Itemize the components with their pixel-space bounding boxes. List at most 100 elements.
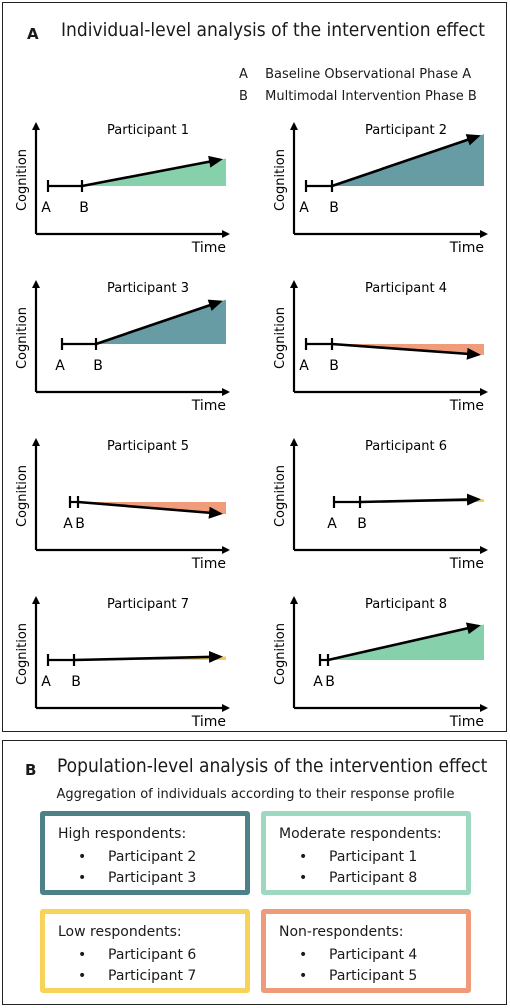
x-axis-label: Time: [449, 240, 484, 256]
group-member-label: Participant 5: [329, 968, 418, 984]
phase-b-label: B: [71, 674, 81, 690]
participant-chart: Cognition Time Participant 8 A B: [273, 596, 488, 730]
trend-arrow: [327, 622, 481, 662]
x-axis-label: Time: [449, 714, 484, 730]
group-title: Low respondents:: [58, 924, 182, 940]
x-axis-label: Time: [449, 556, 484, 572]
legend-label-b: Multimodal Intervention Phase B: [265, 89, 477, 104]
y-axis-label: Cognition: [273, 149, 288, 211]
trend-arrow: [81, 155, 223, 188]
group-member-label: Participant 1: [329, 849, 418, 865]
trend-arrow: [95, 299, 223, 346]
panel-b: B Population-level analysis of the inter…: [2, 740, 507, 1005]
participant-chart: Cognition Time Participant 5 A B: [15, 438, 230, 572]
phase-a-label: A: [55, 358, 65, 374]
participant-chart: Cognition Time Participant 6 A B: [273, 438, 488, 572]
participant-title: Participant 1: [107, 123, 189, 138]
group-member: • Participant 5: [299, 968, 417, 984]
y-axis-label: Cognition: [273, 307, 288, 369]
group-title: High respondents:: [58, 826, 187, 842]
phase-a-label: A: [41, 674, 51, 690]
y-axis-label: Cognition: [15, 623, 30, 685]
legend-row-b: B Multimodal Intervention Phase B: [239, 89, 477, 104]
participant-title: Participant 4: [365, 281, 447, 296]
bullet-icon: •: [299, 947, 308, 963]
legend-label-a: Baseline Observational Phase A: [265, 67, 472, 82]
bullet-icon: •: [78, 849, 87, 865]
bullet-icon: •: [78, 870, 87, 886]
trend-arrow: [331, 342, 481, 360]
phase-b-label: B: [329, 358, 339, 374]
y-axis-label: Cognition: [15, 149, 30, 211]
group-box-high-respondents: High respondents: • Participant 2 • Partic…: [40, 811, 250, 895]
panel-a: A Individual-level analysis of the inter…: [2, 2, 507, 732]
participant-title: Participant 7: [107, 597, 189, 612]
group-member-label: Participant 6: [108, 947, 197, 963]
panel-b-subtitle: Aggregation of individuals according to …: [56, 787, 455, 802]
phase-b-label: B: [325, 674, 335, 690]
trend-arrow: [331, 134, 481, 188]
group-member-label: Participant 2: [108, 849, 197, 865]
panel-b-title: Population-level analysis of the interve…: [57, 755, 488, 777]
group-member: • Participant 4: [299, 947, 417, 963]
group-title: Moderate respondents:: [279, 826, 442, 842]
participant-chart: Cognition Time Participant 4 A B: [273, 280, 488, 414]
legend-key-a: A: [239, 67, 248, 82]
panel-a-title: Individual-level analysis of the interve…: [61, 19, 485, 41]
participant-title: Participant 3: [107, 281, 189, 296]
y-axis-label: Cognition: [15, 465, 30, 527]
trend-arrow: [359, 493, 481, 506]
x-axis-label: Time: [191, 714, 226, 730]
bullet-icon: •: [299, 849, 308, 865]
phase-a-label: A: [313, 674, 323, 690]
group-box-non-respondents: Non-respondents: • Participant 4 • Partici…: [261, 909, 471, 993]
panel-a-letter: A: [27, 25, 39, 43]
group-box-moderate-respondents: Moderate respondents: • Participant 1 • Pa…: [261, 811, 471, 895]
legend-key-b: B: [239, 89, 248, 104]
group-member-label: Participant 4: [329, 947, 418, 963]
phase-a-label: A: [327, 516, 337, 532]
x-axis-label: Time: [191, 240, 226, 256]
trend-arrow: [77, 500, 223, 519]
group-member: • Participant 8: [299, 870, 417, 886]
bullet-icon: •: [78, 947, 87, 963]
participant-chart: Cognition Time Participant 1 A B: [15, 122, 230, 256]
participant-chart: Cognition Time Participant 3 A B: [15, 280, 230, 414]
phase-b-label: B: [357, 516, 367, 532]
participant-title: Participant 6: [365, 439, 447, 454]
group-member-label: Participant 3: [108, 870, 197, 886]
group-member-label: Participant 7: [108, 968, 197, 984]
phase-b-label: B: [329, 200, 339, 216]
legend-row-a: A Baseline Observational Phase A: [239, 67, 471, 82]
panel-b-letter: B: [25, 761, 37, 779]
phase-a-label: A: [299, 200, 309, 216]
trend-arrow: [73, 650, 223, 663]
phase-b-label: B: [75, 516, 85, 532]
x-axis-label: Time: [191, 556, 226, 572]
phase-b-label: B: [93, 358, 103, 374]
y-axis-label: Cognition: [273, 623, 288, 685]
phase-a-label: A: [63, 516, 73, 532]
x-axis-label: Time: [449, 398, 484, 414]
group-box-low-respondents: Low respondents: • Participant 6 • Partici…: [40, 909, 250, 993]
bullet-icon: •: [299, 870, 308, 886]
phase-a-label: A: [299, 358, 309, 374]
bullet-icon: •: [299, 968, 308, 984]
group-member: • Participant 1: [299, 849, 417, 865]
group-member: • Participant 7: [78, 968, 196, 984]
participant-title: Participant 2: [365, 123, 447, 138]
participant-chart: Cognition Time Participant 7 A B: [15, 596, 230, 730]
phase-b-label: B: [79, 200, 89, 216]
participant-title: Participant 5: [107, 439, 189, 454]
group-member: • Participant 2: [78, 849, 196, 865]
participant-title: Participant 8: [365, 597, 447, 612]
x-axis-label: Time: [191, 398, 226, 414]
group-member: • Participant 3: [78, 870, 196, 886]
bullet-icon: •: [78, 968, 87, 984]
participant-chart: Cognition Time Participant 2 A B: [273, 122, 488, 256]
phase-a-label: A: [41, 200, 51, 216]
group-member: • Participant 6: [78, 947, 196, 963]
group-title: Non-respondents:: [279, 924, 404, 940]
y-axis-label: Cognition: [273, 465, 288, 527]
